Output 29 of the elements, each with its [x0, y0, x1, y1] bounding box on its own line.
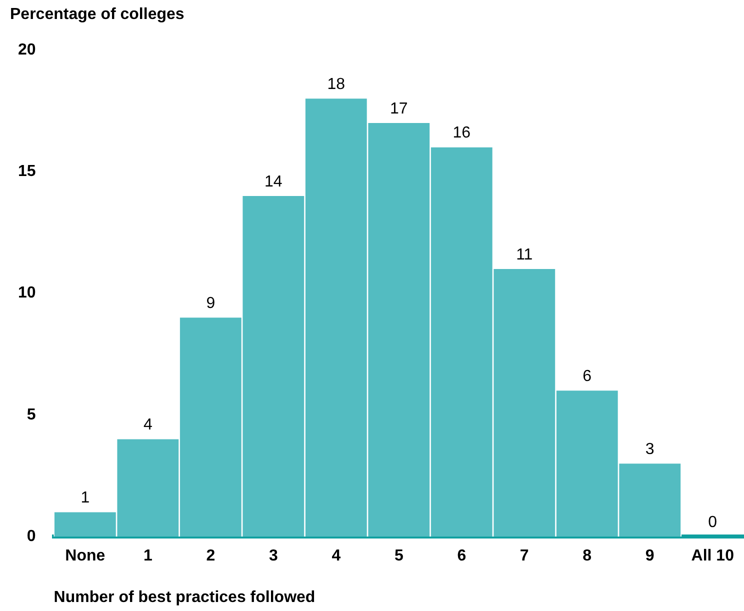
y-tick-label: 15 — [18, 163, 36, 180]
y-tick-label: 20 — [18, 41, 36, 58]
x-tick-label: 3 — [268, 548, 278, 565]
x-tick-label: All 10 — [691, 548, 734, 565]
y-tick-label: 0 — [26, 528, 36, 546]
data-label: 17 — [390, 100, 408, 118]
data-label: 11 — [516, 246, 533, 264]
x-axis-title: Number of best practices followed — [54, 588, 316, 606]
y-axis-title: Percentage of colleges — [10, 6, 184, 24]
data-label: 16 — [452, 124, 471, 142]
x-tick-label: 6 — [457, 548, 466, 565]
x-tick-label: 5 — [394, 548, 404, 565]
y-tick-label: 10 — [18, 284, 36, 302]
data-label: 1 — [80, 490, 90, 507]
data-label: 9 — [206, 295, 216, 312]
data-label: 4 — [143, 416, 152, 434]
x-tick-label: 7 — [520, 548, 529, 565]
x-tick-label: 9 — [645, 548, 654, 565]
y-tick-label: 5 — [26, 406, 36, 424]
data-label: 14 — [264, 173, 282, 190]
data-label: 6 — [582, 368, 592, 386]
x-tick-label: 1 — [143, 548, 152, 565]
x-tick-label: 2 — [206, 548, 216, 565]
data-label: 18 — [327, 76, 346, 94]
x-tick-label: 4 — [332, 548, 341, 565]
data-label: 3 — [645, 441, 654, 458]
x-tick-label: 8 — [582, 548, 592, 565]
x-tick-label: None — [65, 548, 106, 565]
data-label: 0 — [708, 514, 718, 532]
